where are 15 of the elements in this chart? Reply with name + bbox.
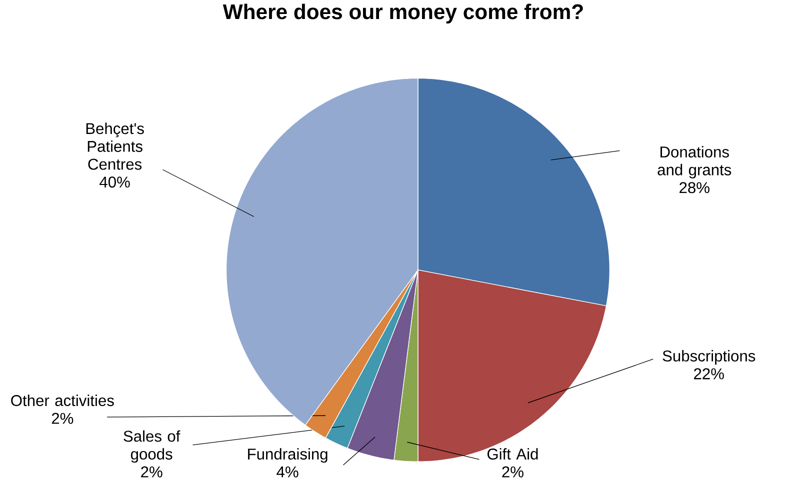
slice-label: Subscriptions [662,350,756,364]
chart-title: Where does our money come from? [222,3,583,24]
data-label: 40% [100,176,130,188]
data-label: 4% [276,466,298,478]
slice-label: Donations and grants [658,146,732,178]
slice-label: Gift Aid [487,448,538,460]
data-label: 28% [680,182,710,193]
data-label: 2% [141,466,162,478]
slice-label: Sales of goods [124,430,180,462]
slice-label: Behçet's Patients Centres [86,122,144,170]
slice-label: Other activities [11,394,114,406]
data-label: 22% [694,368,724,380]
data-label: 2% [52,412,74,424]
slice-label: Fundraising [248,448,328,462]
data-label: 2% [502,466,524,478]
